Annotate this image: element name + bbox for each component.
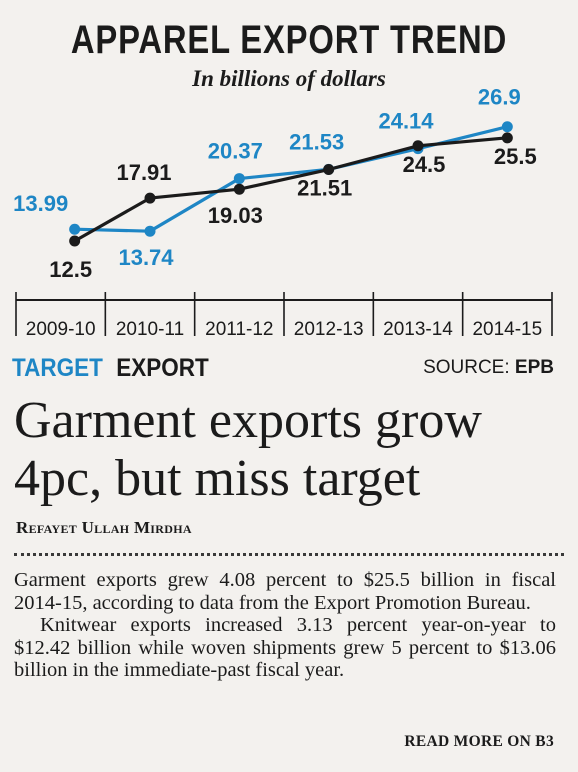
export-data-point: [412, 140, 424, 152]
chart-subtitle: In billions of dollars: [192, 66, 386, 91]
article-headline: Garment exports grow 4pc, but miss targe…: [14, 392, 482, 507]
export-data-label: 24.5: [403, 152, 446, 177]
export-data-label: 17.91: [116, 160, 171, 185]
line-chart: 2009-10 2010-11 2011-12 2012-13 2013-14 2014-…: [13, 85, 553, 340]
article-paragraph: Knitwear exports increased 3.13 percent …: [14, 614, 556, 681]
legend-target: TARGET: [12, 354, 103, 382]
read-more-link[interactable]: READ MORE ON B3: [404, 733, 554, 750]
export-series-line: [73, 136, 508, 243]
export-data-point: [501, 132, 513, 144]
target-data-point: [233, 173, 245, 185]
article-body: Garment exports grew 4.08 percent to $25…: [14, 569, 556, 682]
source-label: SOURCE:: [423, 357, 510, 378]
target-data-label: 24.14: [378, 109, 434, 134]
target-data-label: 13.99: [13, 191, 68, 216]
article-paragraph: Garment exports grew 4.08 percent to $25…: [14, 569, 556, 614]
target-data-point: [144, 225, 156, 237]
legend-export: EXPORT: [116, 354, 209, 382]
target-data-point: [69, 223, 81, 235]
source-value: EPB: [514, 357, 554, 378]
chart-title: APPAREL EXPORT TREND: [70, 18, 508, 62]
source-note: SOURCE: EPB: [423, 357, 554, 379]
target-data-label: 26.9: [478, 85, 521, 110]
x-tick-label: 2010-11: [116, 319, 184, 340]
export-data-point: [69, 235, 81, 247]
x-tick-label: 2014-15: [472, 319, 542, 340]
export-data-label: 21.51: [297, 176, 352, 201]
export-data-point: [323, 164, 335, 176]
x-tick-label: 2012-13: [294, 319, 364, 340]
x-tick-label: 2011-12: [205, 319, 273, 340]
dotted-divider: [14, 553, 564, 556]
export-data-point: [233, 183, 245, 195]
target-data-label: 13.74: [118, 245, 174, 270]
export-data-label: 19.03: [208, 203, 263, 228]
target-data-label: 21.53: [289, 129, 344, 154]
export-data-label: 25.5: [494, 144, 537, 169]
x-tick-label: 2009-10: [26, 319, 96, 340]
target-data-point: [501, 121, 513, 133]
export-data-point: [144, 192, 156, 204]
article-byline: Refayet Ullah Mirdha: [16, 518, 192, 537]
export-data-label: 12.5: [49, 257, 92, 282]
target-data-label: 20.37: [208, 139, 263, 164]
legend: TARGET EXPORT: [12, 354, 209, 383]
x-tick-label: 2013-14: [383, 319, 453, 340]
